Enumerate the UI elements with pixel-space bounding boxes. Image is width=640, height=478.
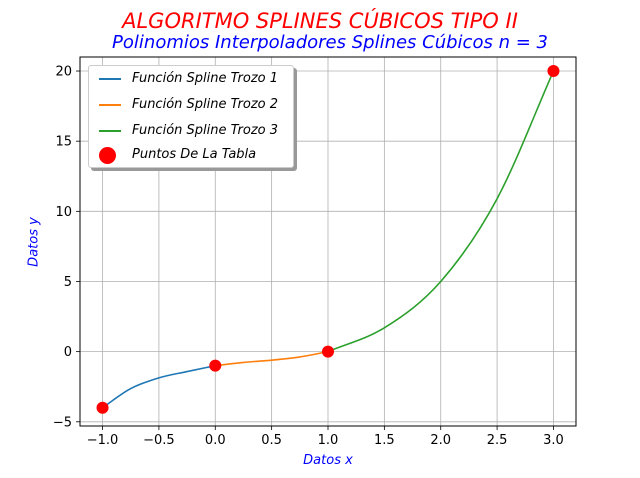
y-axis-label: Datos y: [26, 217, 42, 267]
x-tick-label-1: −0.5: [143, 433, 175, 448]
legend-entry-trozo-1: Función Spline Trozo 1: [89, 69, 295, 89]
legend-label-trozo-2: Función Spline Trozo 2: [132, 97, 279, 112]
y-tick-label-5: 20: [55, 65, 72, 80]
x-tick-label-0: −1.0: [87, 433, 119, 448]
y-tick-label-0: −5: [53, 415, 72, 430]
spline-trozo-2-line: [215, 350, 329, 367]
data-point-3: [547, 65, 560, 78]
legend-label-trozo-3: Función Spline Trozo 3: [132, 123, 279, 138]
legend-label-puntos: Puntos De La Tabla: [132, 147, 257, 162]
x-tick-label-4: 1.0: [318, 433, 339, 448]
chart-subtitle: Polinomios Interpoladores Splines Cúbico…: [112, 32, 548, 53]
chart-title: ALGORITMO SPLINES CÚBICOS TIPO II: [122, 9, 518, 33]
legend-swatch-trozo-1: [99, 78, 121, 80]
spline-trozo-3-line: [327, 70, 555, 353]
data-point-0: [96, 401, 109, 414]
x-tick-label-2: 0.0: [205, 433, 226, 448]
legend-marker-puntos: [99, 147, 116, 164]
legend: Función Spline Trozo 1 Función Spline Tr…: [88, 65, 294, 168]
y-tick-label-3: 10: [55, 205, 72, 220]
x-tick-label-6: 2.0: [430, 433, 451, 448]
x-axis-label: Datos x: [303, 453, 353, 468]
legend-label-trozo-1: Función Spline Trozo 1: [132, 71, 279, 86]
legend-swatch-trozo-2: [99, 104, 121, 106]
x-tick-label-8: 3.0: [543, 433, 564, 448]
legend-entry-trozo-2: Función Spline Trozo 2: [89, 95, 295, 115]
legend-entry-puntos: Puntos De La Tabla: [89, 145, 295, 165]
x-tick-label-3: 0.5: [261, 433, 282, 448]
y-tick-label-1: 0: [64, 345, 72, 360]
legend-entry-trozo-3: Función Spline Trozo 3: [89, 121, 295, 141]
x-tick-label-5: 1.5: [374, 433, 395, 448]
legend-swatch-trozo-3: [99, 130, 121, 132]
spline-trozo-1-line: [102, 364, 216, 409]
x-tick-label-7: 2.5: [487, 433, 508, 448]
y-tick-label-4: 15: [55, 135, 72, 150]
y-tick-label-2: 5: [64, 275, 72, 290]
data-point-2: [322, 345, 334, 358]
data-point-1: [209, 359, 222, 372]
